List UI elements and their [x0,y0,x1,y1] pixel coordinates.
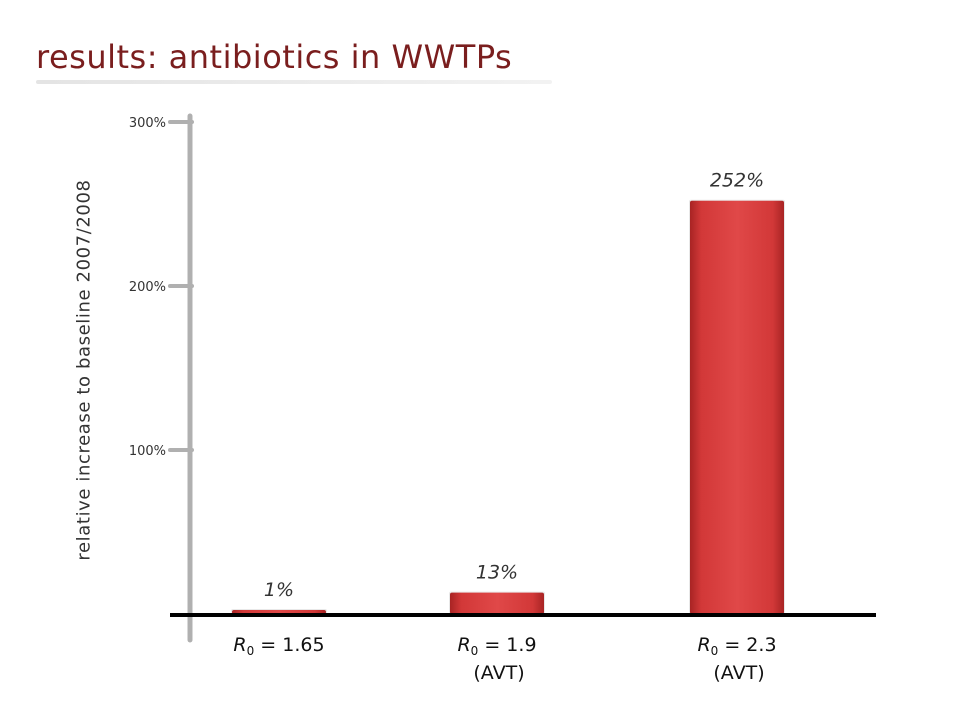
category-symbol-subscript: 0 [711,644,719,658]
y-tick-label: 100% [129,444,166,459]
x-tick-label: R0 = 1.9 [457,634,536,658]
title-underline [36,80,552,84]
x-tick-sublabel: (AVT) [713,662,764,684]
bar [450,592,544,614]
category-symbol: R [457,634,470,656]
bars [231,199,785,614]
x-axis: R0 = 1.65 R0 = 1.9(AVT)R0 = 2.3(AVT) [170,613,876,684]
category-symbol: R [233,634,246,656]
y-axis: 100% 200% 300% [129,113,194,643]
x-tick-label: R0 = 1.65 [233,634,324,658]
x-tick-sublabel: (AVT) [473,662,524,684]
y-tick-label: 200% [129,280,166,295]
category-value: = 2.3 [718,634,776,656]
category-symbol: R [697,634,710,656]
y-tick-label: 300% [129,116,166,131]
category-value: = 1.65 [254,634,324,656]
x-tick-label: R0 = 2.3 [697,634,776,658]
data-labels: 1% 13% 252% [264,170,764,601]
data-label: 252% [710,170,764,192]
bar [690,200,784,614]
data-label: 13% [476,562,518,584]
category-value: = 1.9 [478,634,536,656]
category-symbol-subscript: 0 [247,644,255,658]
category-symbol-subscript: 0 [471,644,479,658]
chart-title: results: antibiotics in WWTPs [36,38,513,76]
data-label: 1% [264,579,294,601]
